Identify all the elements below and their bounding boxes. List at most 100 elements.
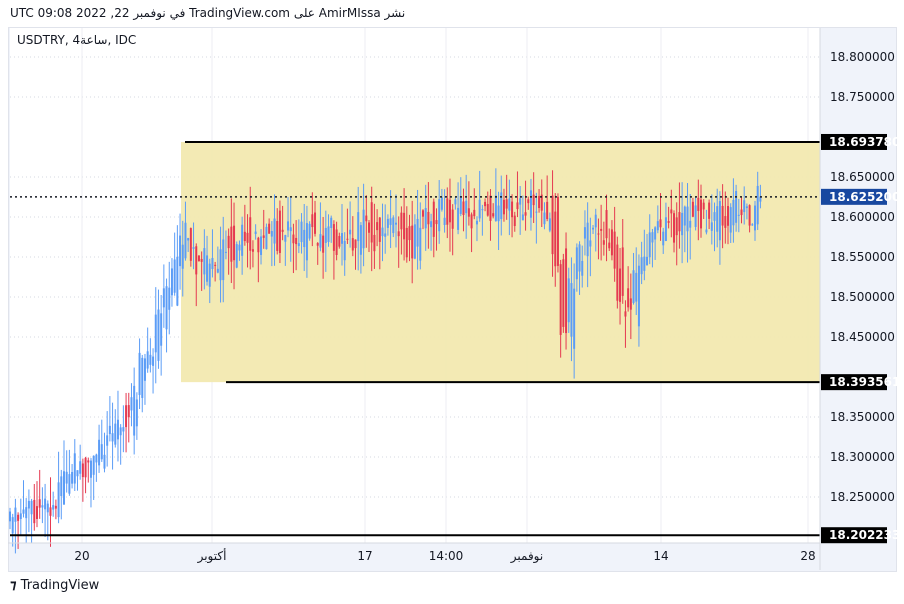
candle-body — [197, 255, 200, 262]
candle-body — [724, 216, 727, 228]
candle-body — [49, 507, 52, 516]
candle-body — [430, 221, 433, 228]
candle-body — [592, 227, 595, 230]
candle-body — [84, 457, 87, 478]
candle-body — [116, 419, 119, 440]
candle-body — [14, 507, 17, 522]
candle-body — [629, 298, 632, 310]
current-price-badge — [821, 188, 887, 205]
candle-body — [484, 201, 487, 207]
time-tick-label: 17 — [357, 549, 372, 563]
candle-body — [737, 214, 740, 216]
candle-body — [79, 461, 82, 474]
candle-body — [621, 247, 624, 296]
candle-body — [508, 198, 511, 211]
candle-body — [211, 257, 214, 269]
candle-body — [260, 236, 263, 255]
candle-body — [176, 256, 179, 306]
candle-body — [473, 209, 476, 217]
candle-body — [227, 235, 230, 249]
candle-body — [89, 460, 92, 478]
candle-body — [246, 232, 249, 243]
candle-body — [376, 222, 379, 231]
candle-body — [130, 397, 133, 411]
candle-body — [311, 214, 314, 228]
candle-body — [17, 514, 20, 521]
candle-body — [238, 244, 241, 251]
candle-body — [475, 220, 478, 225]
candle-body — [11, 517, 14, 534]
candle-body — [608, 242, 611, 249]
candle-body — [119, 427, 122, 436]
candle-body — [597, 233, 600, 235]
candle-body — [619, 268, 622, 302]
candle-body — [500, 192, 503, 220]
candle-body — [195, 246, 198, 275]
candle-body — [87, 460, 90, 463]
candle-body — [284, 235, 287, 242]
candle-body — [673, 213, 676, 243]
candle-body — [368, 222, 371, 233]
candle-body — [659, 219, 662, 228]
candle-body — [44, 498, 47, 510]
candle-body — [111, 433, 114, 442]
time-tick-label: 14:00 — [429, 549, 464, 563]
candle-body — [330, 217, 333, 228]
candle-body — [362, 209, 365, 249]
candle-body — [527, 199, 530, 204]
candle-body — [745, 206, 748, 209]
candle-body — [486, 204, 489, 216]
candle-body — [664, 217, 667, 241]
candle-body — [157, 309, 160, 361]
candle-body — [386, 218, 389, 228]
candle-body — [389, 218, 392, 225]
candle-body — [646, 256, 649, 266]
candle-body — [446, 198, 449, 225]
candle-body — [289, 227, 292, 232]
candle-body — [710, 222, 713, 231]
low-price-label: 18.202233 — [829, 528, 900, 542]
candle-body — [141, 357, 144, 398]
candle-body — [297, 243, 300, 247]
candle-body — [378, 217, 381, 242]
candle-body — [343, 240, 346, 261]
candle-body — [19, 513, 22, 520]
candle-body — [548, 218, 551, 231]
candle-body — [424, 208, 427, 229]
candle-body — [416, 218, 419, 247]
candle-body — [529, 190, 532, 218]
candle-body — [727, 206, 730, 226]
candle-body — [30, 500, 33, 515]
candle-body — [351, 238, 354, 251]
candle-body — [300, 221, 303, 243]
candle-body — [532, 194, 535, 206]
candle-body — [354, 239, 357, 249]
tradingview-logo[interactable]: ⁊ TradingView — [10, 578, 99, 593]
candle-body — [505, 199, 508, 209]
price-tick-label: 18.600000 — [830, 210, 895, 224]
candle-body — [605, 210, 608, 239]
candle-body — [613, 231, 616, 269]
candle-body — [152, 356, 155, 366]
candle-body — [400, 212, 403, 230]
candle-body — [403, 212, 406, 240]
candle-body — [278, 210, 281, 253]
candle-body — [640, 257, 643, 275]
candle-body — [322, 235, 325, 253]
price-tick-label: 18.550000 — [830, 250, 895, 264]
candle-body — [492, 213, 495, 217]
candle-body — [589, 240, 592, 247]
candle-body — [160, 313, 163, 346]
candle-body — [459, 196, 462, 214]
time-tick-label: 14 — [653, 549, 668, 563]
candle-body — [562, 259, 565, 327]
candle-body — [262, 235, 265, 238]
candle-body — [735, 191, 738, 223]
candle-body — [76, 470, 79, 477]
candle-body — [740, 209, 743, 216]
candle-body — [265, 226, 268, 250]
candle-body — [308, 223, 311, 239]
candle-body — [405, 227, 408, 258]
candle-body — [251, 249, 254, 252]
